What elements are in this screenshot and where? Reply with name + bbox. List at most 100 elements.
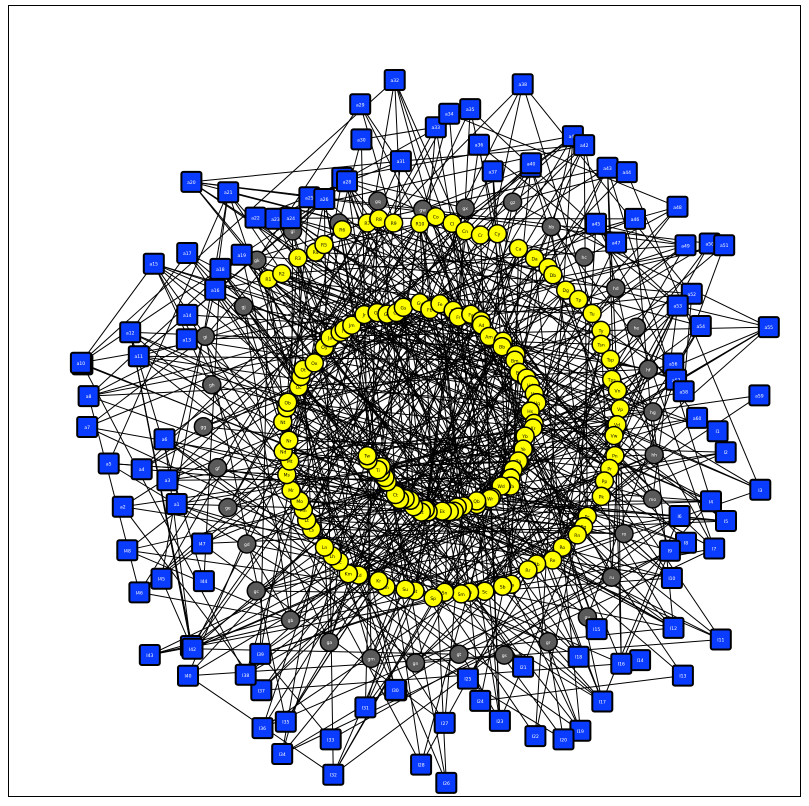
graph-node-gray[interactable]	[541, 216, 562, 237]
graph-node-yellow[interactable]	[543, 265, 563, 285]
graph-node-square[interactable]	[274, 710, 297, 733]
graph-node-square[interactable]	[111, 495, 134, 518]
graph-node-square[interactable]	[384, 678, 407, 701]
graph-node-yellow[interactable]	[288, 248, 308, 268]
graph-node-square[interactable]	[706, 420, 729, 443]
graph-node-gray[interactable]	[494, 645, 515, 665]
graph-node-gray[interactable]	[644, 444, 664, 465]
graph-node-square[interactable]	[469, 689, 492, 712]
graph-node-yellow[interactable]	[383, 213, 404, 233]
graph-node-square[interactable]	[69, 351, 92, 374]
graph-node-square[interactable]	[714, 441, 737, 464]
graph-node-gray[interactable]	[642, 489, 663, 509]
graph-node-square[interactable]	[77, 385, 100, 408]
graph-node-square[interactable]	[700, 490, 722, 513]
graph-node-gray[interactable]	[207, 458, 228, 478]
graph-node-yellow[interactable]	[568, 289, 589, 310]
graph-node-square[interactable]	[138, 644, 161, 666]
graph-node-gray[interactable]	[643, 402, 663, 422]
graph-node-yellow[interactable]	[279, 430, 299, 451]
graph-node-square[interactable]	[251, 717, 274, 740]
graph-node-gray[interactable]	[638, 359, 659, 380]
graph-node-square[interactable]	[709, 628, 732, 651]
graph-node-square[interactable]	[615, 161, 638, 184]
graph-node-gray[interactable]	[218, 497, 238, 518]
graph-node-square[interactable]	[481, 160, 504, 183]
graph-node-square[interactable]	[130, 458, 153, 481]
graph-node-square[interactable]	[666, 294, 689, 317]
graph-node-square[interactable]	[410, 753, 433, 776]
graph-node-square[interactable]	[142, 252, 165, 275]
graph-node-yellow[interactable]	[567, 525, 588, 545]
graph-node-square[interactable]	[671, 664, 694, 687]
graph-node-square[interactable]	[520, 152, 543, 175]
graph-node-yellow[interactable]	[426, 206, 446, 227]
graph-node-square[interactable]	[230, 243, 253, 266]
graph-node-square[interactable]	[249, 642, 272, 665]
graph-node-yellow[interactable]	[600, 349, 621, 370]
graph-node-yellow[interactable]	[395, 579, 415, 599]
graph-node-square[interactable]	[703, 537, 726, 560]
graph-node-square[interactable]	[175, 328, 198, 351]
graph-node-yellow[interactable]	[342, 315, 362, 335]
graph-node-square[interactable]	[524, 725, 547, 748]
graph-node-square[interactable]	[658, 539, 681, 562]
graph-node-square[interactable]	[319, 728, 342, 751]
graph-node-yellow[interactable]	[492, 576, 513, 597]
graph-node-square[interactable]	[686, 406, 709, 429]
graph-node-yellow[interactable]	[272, 263, 292, 284]
graph-node-square[interactable]	[389, 150, 412, 173]
graph-node-square[interactable]	[757, 316, 780, 339]
graph-node-square[interactable]	[605, 231, 628, 254]
graph-node-square[interactable]	[322, 763, 345, 786]
graph-node-yellow[interactable]	[518, 560, 538, 580]
graph-node-gray[interactable]	[601, 567, 622, 587]
graph-node-square[interactable]	[662, 616, 685, 639]
graph-node-square[interactable]	[624, 207, 646, 230]
graph-node-yellow[interactable]	[607, 380, 628, 401]
graph-node-yellow[interactable]	[524, 248, 545, 269]
graph-node-square[interactable]	[435, 771, 458, 794]
graph-node-gray[interactable]	[237, 534, 257, 554]
graph-node-square[interactable]	[76, 416, 99, 438]
graph-node-square[interactable]	[209, 257, 232, 280]
graph-node-square[interactable]	[672, 380, 695, 403]
graph-node-yellow[interactable]	[604, 425, 624, 446]
graph-node-square[interactable]	[119, 321, 142, 344]
graph-node-square[interactable]	[660, 567, 683, 589]
graph-node-square[interactable]	[468, 133, 490, 156]
graph-node-square[interactable]	[585, 212, 607, 235]
graph-node-gray[interactable]	[626, 317, 647, 338]
graph-node-square[interactable]	[150, 567, 173, 590]
graph-node-square[interactable]	[177, 664, 199, 687]
graph-node-yellow[interactable]	[357, 445, 377, 466]
graph-node-square[interactable]	[116, 539, 139, 562]
graph-node-square[interactable]	[591, 690, 614, 713]
graph-node-square[interactable]	[176, 242, 199, 264]
graph-node-gray[interactable]	[538, 632, 558, 652]
graph-node-gray[interactable]	[202, 374, 222, 395]
graph-node-gray[interactable]	[319, 632, 340, 652]
graph-node-square[interactable]	[271, 743, 294, 765]
graph-node-gray[interactable]	[574, 247, 594, 267]
graph-node-square[interactable]	[610, 652, 633, 675]
graph-node-square[interactable]	[191, 532, 214, 555]
graph-node-square[interactable]	[433, 711, 456, 734]
graph-node-square[interactable]	[715, 510, 737, 532]
graph-node-square[interactable]	[349, 93, 372, 116]
graph-node-square[interactable]	[234, 663, 257, 686]
graph-node-yellow[interactable]	[487, 223, 508, 244]
graph-node-gray[interactable]	[193, 416, 214, 437]
graph-node-square[interactable]	[97, 452, 120, 475]
graph-node-square[interactable]	[181, 637, 204, 660]
graph-node-yellow[interactable]	[552, 537, 573, 557]
graph-node-square[interactable]	[511, 73, 534, 96]
graph-node-yellow[interactable]	[582, 303, 602, 324]
graph-node-gray[interactable]	[502, 192, 523, 212]
graph-node-square[interactable]	[127, 345, 150, 368]
graph-node-gray[interactable]	[246, 581, 267, 601]
graph-node-square[interactable]	[383, 69, 406, 91]
graph-node-yellow[interactable]	[591, 334, 611, 355]
graph-node-square[interactable]	[713, 234, 736, 257]
graph-node-gray[interactable]	[405, 653, 426, 673]
